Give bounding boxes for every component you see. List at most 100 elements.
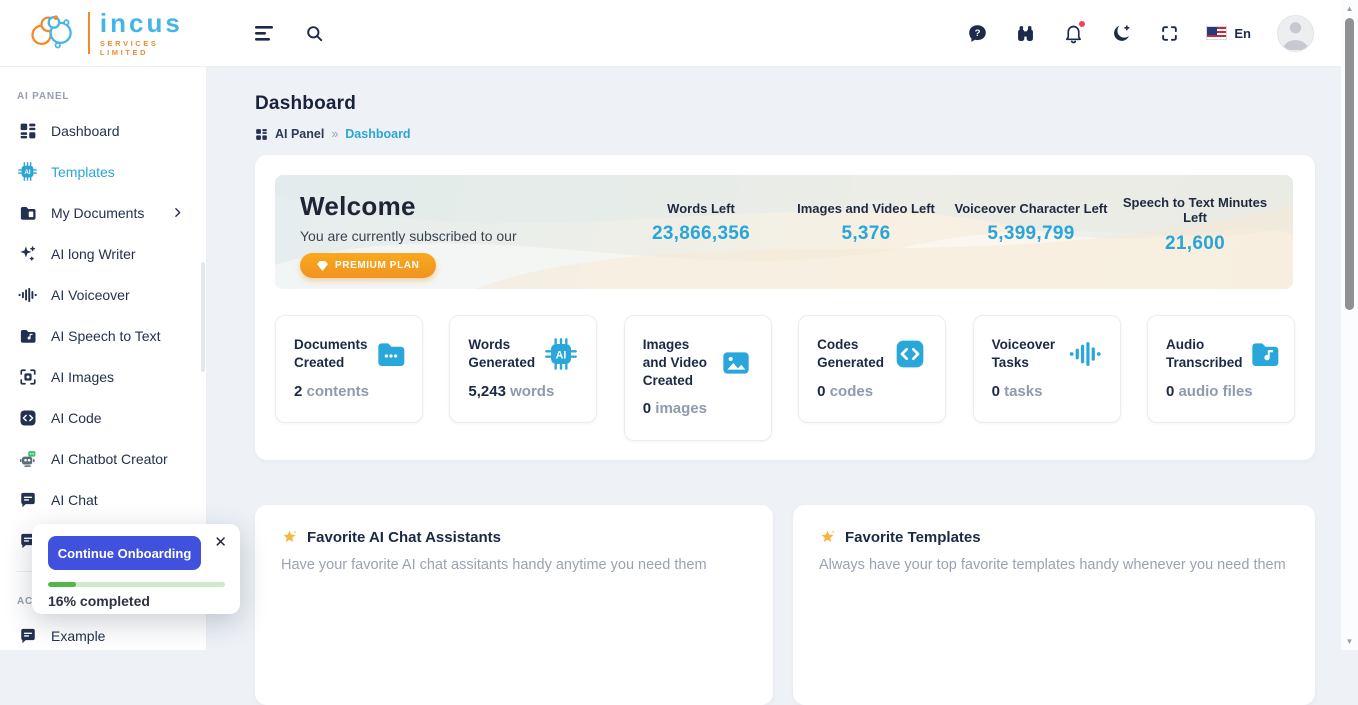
stat-value: 5,376 — [841, 223, 891, 245]
sidebar-item-label: AI Voiceover — [51, 286, 130, 303]
stat-card-value: 0 — [642, 400, 652, 418]
premium-plan-label: PREMIUM PLAN — [335, 260, 420, 271]
dark-mode-moon-icon[interactable] — [1110, 22, 1132, 44]
banner-wave-decoration — [275, 175, 1293, 289]
page-title: Dashboard — [255, 93, 357, 114]
language-selector[interactable]: En — [1206, 26, 1251, 41]
stat-card-voiceover-tasks: Voiceover Tasks 0 tasks — [972, 315, 1121, 423]
sidebar-item-label: AI Chatbot Creator — [51, 450, 168, 467]
chevron-right-icon — [171, 206, 184, 219]
folder-music-icon — [1248, 337, 1282, 371]
stat-card-documents-created: Documents Created 2 contents — [275, 315, 423, 423]
stat-label: Speech to Text Minutes Left — [1122, 195, 1268, 226]
banner-stat-images-video-left: Images and Video Left 5,376 — [786, 201, 946, 245]
sidebar-item-label: Templates — [51, 163, 115, 180]
sidebar-item-ai-long-writer[interactable]: AI long Writer — [0, 233, 206, 274]
waveform-icon — [1068, 337, 1102, 371]
sidebar-scrollbar-thumb[interactable] — [201, 262, 205, 372]
sidebar-item-label: AI Chat — [51, 491, 98, 508]
search-icon[interactable] — [303, 22, 325, 44]
favorites-row: Favorite AI Chat Assistants Have your fa… — [255, 505, 1341, 705]
folder-music-icon — [18, 326, 37, 345]
stat-card-unit: tasks — [1004, 382, 1043, 400]
topbar: incus SERVICES LIMITED ? En — [0, 0, 1358, 67]
sidebar-item-ai-voiceover[interactable]: AI Voiceover — [0, 274, 206, 315]
sidebar-item-label: My Documents — [51, 204, 145, 221]
stat-card-words-generated: Words Generated AI 5,243 words — [449, 315, 598, 423]
sparkles-icon — [18, 244, 37, 263]
browser-scrollbar: ▲ ▼ — [1341, 0, 1358, 650]
breadcrumb: AI Panel » Dashboard — [255, 127, 1341, 141]
sidebar-item-ai-images[interactable]: AI Images — [0, 356, 206, 397]
sidebar-item-example[interactable]: Example — [0, 615, 206, 656]
banner-stat-voiceover-left: Voiceover Character Left 5,399,799 — [951, 201, 1111, 245]
viewfinder-icon — [18, 367, 37, 386]
breadcrumb-separator: » — [331, 127, 339, 141]
brand-logo[interactable]: incus SERVICES LIMITED — [0, 10, 207, 57]
logo-divider — [88, 12, 90, 54]
favorites-card-subtitle: Always have your top favorite templates … — [819, 557, 1286, 573]
stat-value: 23,866,356 — [651, 223, 751, 245]
fullscreen-icon[interactable] — [1158, 22, 1180, 44]
continue-onboarding-button[interactable]: Continue Onboarding — [48, 536, 201, 570]
help-icon[interactable]: ? — [966, 22, 988, 44]
waveform-icon — [18, 285, 37, 304]
sidebar-item-ai-speech-to-text[interactable]: AI Speech to Text — [0, 315, 206, 356]
gem-icon — [317, 260, 328, 271]
stat-card-unit: codes — [829, 382, 874, 400]
sidebar-toggle-button[interactable] — [253, 22, 275, 44]
favorite-templates-card: Favorite Templates Always have your top … — [793, 505, 1315, 705]
favorites-card-subtitle: Have your favorite AI chat assitants han… — [281, 557, 707, 573]
sidebar-item-ai-chat[interactable]: AI Chat — [0, 479, 206, 520]
onboarding-popup: Continue Onboarding ✕ 16% completed — [32, 524, 240, 614]
scrollbar-up-arrow[interactable]: ▲ — [1345, 4, 1354, 13]
brand-name: incus — [99, 7, 183, 38]
breadcrumb-dashboard[interactable]: Dashboard — [345, 127, 411, 141]
sidebar-item-ai-code[interactable]: AI Code — [0, 397, 206, 438]
scrollbar-down-arrow[interactable]: ▼ — [1345, 637, 1354, 646]
notifications-bell-icon[interactable] — [1062, 20, 1087, 44]
robot-icon — [18, 449, 37, 468]
stat-label: Words Left — [667, 201, 735, 216]
folder-icon — [374, 337, 408, 371]
banner-stat-speech-minutes-left: Speech to Text Minutes Left 21,600 — [1120, 195, 1270, 255]
close-icon[interactable]: ✕ — [214, 534, 227, 551]
binoculars-icon[interactable] — [1014, 22, 1036, 44]
stat-label: Voiceover Character Left — [954, 201, 1108, 216]
notification-badge — [1078, 20, 1087, 28]
stat-card-unit: contents — [306, 382, 370, 400]
stat-value: 5,399,799 — [987, 223, 1075, 245]
sidebar-item-label: AI Speech to Text — [51, 327, 161, 344]
sidebar-item-ai-chatbot-creator[interactable]: AI Chatbot Creator — [0, 438, 206, 479]
stat-card-value: 2 — [294, 382, 303, 400]
welcome-banner: Welcome You are currently subscribed to … — [275, 175, 1293, 289]
stat-card-audio-transcribed: Audio Transcribed 0 audio files — [1146, 315, 1295, 423]
banner-stat-words-left: Words Left 23,866,356 — [621, 201, 781, 245]
stat-card-value: 5,243 — [468, 382, 506, 400]
folder-icon — [18, 203, 37, 222]
sidebar-item-dashboard[interactable]: Dashboard — [0, 110, 206, 151]
favorites-card-title: Favorite AI Chat Assistants — [307, 529, 501, 546]
stat-card-title: Codes Generated — [817, 337, 884, 370]
stat-card-unit: audio files — [1178, 382, 1253, 400]
sidebar-item-label: Example — [51, 627, 106, 644]
sidebar-item-my-documents[interactable]: My Documents — [0, 192, 206, 233]
dashboard-grid-icon — [18, 121, 37, 140]
stat-card-title: Voiceover Tasks — [991, 337, 1056, 370]
avatar[interactable] — [1277, 14, 1314, 52]
scrollbar-thumb[interactable] — [1345, 18, 1354, 310]
image-icon — [719, 346, 753, 380]
stat-card-unit: words — [510, 382, 555, 400]
ai-chip-icon: AI — [18, 162, 37, 181]
sidebar-item-templates[interactable]: AI Templates — [0, 151, 206, 192]
sidebar-item-hidden[interactable] — [0, 520, 206, 561]
us-flag-icon — [1206, 26, 1228, 40]
premium-plan-button[interactable]: PREMIUM PLAN — [300, 253, 437, 278]
favorites-card-title: Favorite Templates — [845, 529, 981, 546]
ai-chip-icon: AI — [544, 337, 578, 371]
favorite-ai-chat-assistants-card: Favorite AI Chat Assistants Have your fa… — [255, 505, 773, 705]
breadcrumb-ai-panel[interactable]: AI Panel — [275, 127, 325, 141]
welcome-title: Welcome — [300, 191, 416, 221]
stat-card-value: 0 — [991, 382, 1000, 400]
breadcrumb-grid-icon — [255, 128, 268, 141]
